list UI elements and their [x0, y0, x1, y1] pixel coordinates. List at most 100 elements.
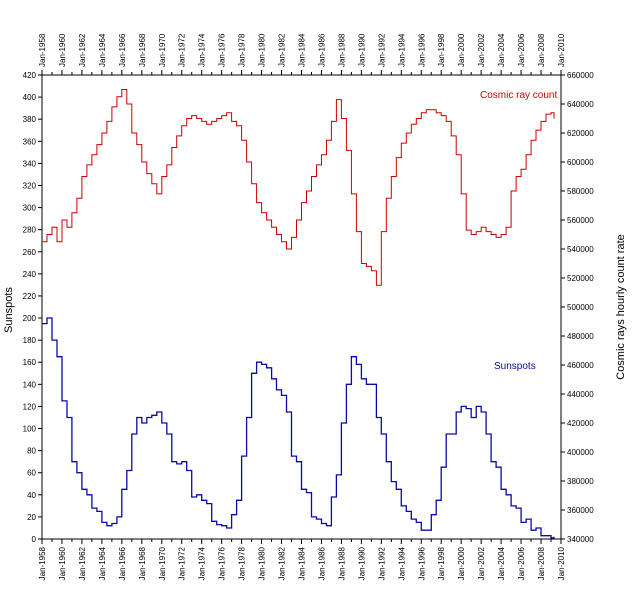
x-tick-label-top: Jan-1962	[78, 33, 87, 67]
y2-tick-label: 500000	[567, 303, 594, 312]
x-tick-label-top: Jan-1970	[158, 33, 167, 67]
x-tick-label-bottom: Jan-1970	[158, 546, 167, 580]
y2-tick-label: 660000	[567, 71, 594, 80]
x-tick-label-top: Jan-1994	[397, 33, 406, 67]
x-tick-label-top: Jan-1976	[218, 33, 227, 67]
x-tick-label-bottom: Jan-1996	[417, 546, 426, 580]
x-tick-label-top: Jan-1996	[417, 33, 426, 67]
series-layer	[42, 89, 555, 539]
y-tick-label: 360	[23, 137, 37, 146]
sunspots-series-line	[42, 317, 555, 539]
y-tick-label: 220	[23, 292, 37, 301]
x-tick-label-top: Jan-1960	[58, 33, 67, 67]
y-tick-label: 160	[23, 358, 37, 367]
x-tick-label-bottom: Jan-1968	[138, 546, 147, 580]
y2-tick-label: 380000	[567, 477, 594, 486]
y-tick-label: 60	[27, 469, 36, 478]
x-tick-label-top: Jan-1988	[337, 33, 346, 67]
x-tick-label-bottom: Jan-1994	[397, 546, 406, 580]
x-tick-label-bottom: Jan-1976	[218, 546, 227, 580]
x-tick-label-bottom: Jan-2010	[557, 546, 566, 580]
x-tick-label-top: Jan-1990	[357, 33, 366, 67]
x-tick-label-bottom: Jan-1986	[317, 546, 326, 580]
y2-tick-label: 480000	[567, 332, 594, 341]
x-tick-label-bottom: Jan-1992	[377, 546, 386, 580]
x-tick-label-bottom: Jan-1978	[238, 546, 247, 580]
y2-axis-title: Cosmic rays hourly count rate	[615, 234, 627, 380]
y-tick-label: 200	[23, 314, 37, 323]
x-tick-label-top: Jan-1982	[278, 33, 287, 67]
y-tick-label: 140	[23, 380, 37, 389]
y-tick-label: 0	[32, 535, 37, 544]
x-tick-label-bottom: Jan-2006	[517, 546, 526, 580]
y2-tick-label: 620000	[567, 129, 594, 138]
x-tick-label-top: Jan-2004	[497, 33, 506, 67]
y2-tick-label: 360000	[567, 506, 594, 515]
y2-tick-label: 580000	[567, 187, 594, 196]
x-tick-label-bottom: Jan-2002	[477, 546, 486, 580]
x-tick-label-top: Jan-1974	[198, 33, 207, 67]
x-tick-label-top: Jan-1978	[238, 33, 247, 67]
y-tick-label: 240	[23, 270, 37, 279]
y-tick-label: 260	[23, 248, 37, 257]
y-tick-label: 40	[27, 491, 36, 500]
sunspots-series-label: Sunspots	[494, 361, 536, 372]
y2-tick-label: 560000	[567, 216, 594, 225]
x-tick-label-top: Jan-2000	[457, 33, 466, 67]
x-tick-label-top: Jan-2002	[477, 33, 486, 67]
y-tick-label: 300	[23, 204, 37, 213]
y2-tick-label: 340000	[567, 535, 594, 544]
x-tick-label-top: Jan-1986	[317, 33, 326, 67]
x-tick-label-top: Jan-1972	[178, 33, 187, 67]
x-tick-label-top: Jan-1966	[118, 33, 127, 67]
y2-tick-label: 440000	[567, 390, 594, 399]
y-tick-label: 80	[27, 447, 36, 456]
x-tick-label-top: Jan-2010	[557, 33, 566, 67]
cosmic-ray-series-label: Cosmic ray count	[480, 90, 557, 101]
x-tick-label-bottom: Jan-1998	[437, 546, 446, 580]
y2-tick-label: 540000	[567, 245, 594, 254]
x-tick-label-bottom: Jan-2008	[537, 546, 546, 580]
y-tick-label: 20	[27, 513, 36, 522]
y2-tick-label: 520000	[567, 274, 594, 283]
y-tick-label: 340	[23, 159, 37, 168]
x-tick-label-top: Jan-1964	[98, 33, 107, 67]
y-axis-title: Sunspots	[3, 287, 15, 333]
x-tick-label-top: Jan-1980	[258, 33, 267, 67]
x-tick-label-top: Jan-1984	[298, 33, 307, 67]
y-tick-label: 100	[23, 425, 37, 434]
y-tick-label: 120	[23, 402, 37, 411]
x-tick-label-top: Jan-1998	[437, 33, 446, 67]
x-tick-label-bottom: Jan-1964	[98, 546, 107, 580]
y2-tick-label: 460000	[567, 361, 594, 370]
y2-tick-label: 400000	[567, 448, 594, 457]
x-tick-label-bottom: Jan-1958	[38, 546, 47, 580]
x-tick-label-top: Jan-2006	[517, 33, 526, 67]
x-tick-label-bottom: Jan-2000	[457, 546, 466, 580]
x-tick-label-top: Jan-1992	[377, 33, 386, 67]
x-tick-label-top: Jan-1958	[38, 33, 47, 67]
y-tick-label: 180	[23, 336, 37, 345]
y-tick-label: 320	[23, 181, 37, 190]
x-tick-label-top: Jan-1968	[138, 33, 147, 67]
x-tick-label-bottom: Jan-1960	[58, 546, 67, 580]
x-tick-label-bottom: Jan-1966	[118, 546, 127, 580]
cosmic-ray-series-line	[42, 89, 555, 286]
x-tick-label-bottom: Jan-1974	[198, 546, 207, 580]
x-tick-label-bottom: Jan-1972	[178, 546, 187, 580]
tick-layer: Jan-1958 Jan-1958 Jan-1960 Jan-1960 Jan-1962…	[23, 33, 595, 580]
y-tick-label: 280	[23, 226, 37, 235]
y-tick-label: 400	[23, 93, 37, 102]
x-tick-label-bottom: Jan-1990	[357, 546, 366, 580]
y-tick-label: 420	[23, 71, 37, 80]
x-tick-label-bottom: Jan-1988	[337, 546, 346, 580]
x-tick-label-bottom: Jan-1980	[258, 546, 267, 580]
y2-tick-label: 640000	[567, 100, 594, 109]
y2-tick-label: 420000	[567, 419, 594, 428]
x-tick-label-bottom: Jan-2004	[497, 546, 506, 580]
x-tick-label-bottom: Jan-1962	[78, 546, 87, 580]
y-tick-label: 380	[23, 115, 37, 124]
x-tick-label-bottom: Jan-1982	[278, 546, 287, 580]
